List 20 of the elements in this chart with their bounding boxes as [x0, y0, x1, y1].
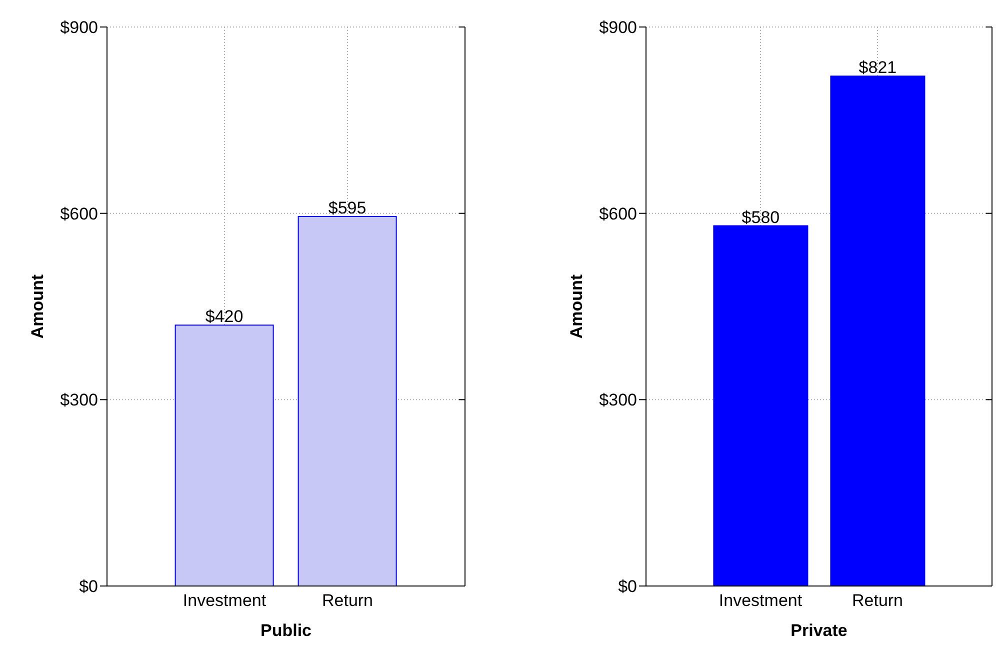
y-tick-label: $0: [618, 577, 637, 596]
x-tick-label: Investment: [718, 591, 802, 610]
x-axis-title: Public: [260, 621, 312, 640]
y-tick-label: $0: [79, 577, 98, 596]
y-tick-label: $300: [599, 390, 637, 410]
y-tick-label: $900: [60, 18, 98, 38]
y-tick-label: $900: [599, 18, 637, 38]
x-tick-label: Return: [852, 591, 904, 610]
x-tick-label: Investment: [182, 591, 266, 610]
y-axis-title: Amount: [567, 274, 586, 339]
data-label: $580: [742, 208, 780, 227]
data-label: $595: [328, 198, 366, 218]
x-axis-title: Private: [790, 621, 848, 640]
data-label: $821: [858, 58, 897, 78]
x-tick-label: Return: [322, 591, 374, 610]
y-tick-label: $600: [60, 204, 98, 224]
y-axis-title: Amount: [28, 274, 48, 339]
y-tick-label: $600: [599, 204, 637, 224]
data-label: $420: [205, 307, 244, 326]
y-tick-label: $300: [60, 390, 98, 410]
